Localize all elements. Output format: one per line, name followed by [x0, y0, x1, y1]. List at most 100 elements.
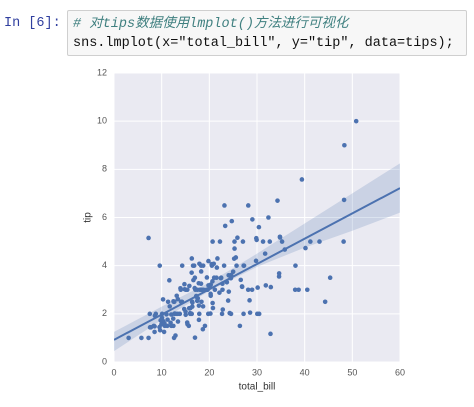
point — [222, 203, 227, 208]
point — [220, 307, 226, 312]
x-tick-label: 20 — [204, 367, 214, 377]
point — [157, 263, 163, 268]
point — [185, 287, 190, 293]
point — [304, 287, 310, 293]
point — [245, 203, 251, 208]
y-tick-label: 8 — [102, 164, 107, 174]
point — [232, 239, 237, 244]
point — [189, 256, 195, 261]
x-tick-label: 0 — [111, 367, 116, 377]
point — [146, 235, 151, 241]
point — [267, 239, 273, 244]
point — [195, 287, 200, 293]
point — [205, 311, 211, 317]
regression-line — [114, 187, 400, 341]
point — [254, 311, 260, 317]
x-tick-label: 60 — [395, 367, 405, 377]
code-cell[interactable]: # 对tips数据使用lmplot()方法进行可视化 sns.lmplot(x="… — [67, 10, 467, 56]
point — [189, 299, 195, 305]
point — [168, 320, 173, 326]
point — [235, 235, 240, 241]
point — [210, 239, 215, 244]
code-line: sns.lmplot(x="total_bill", y="tip", data… — [73, 36, 454, 51]
point — [260, 239, 266, 244]
point — [296, 287, 301, 293]
point — [293, 263, 298, 268]
point — [200, 263, 206, 268]
point — [226, 289, 232, 294]
point — [247, 298, 252, 303]
point — [190, 304, 195, 309]
point — [167, 278, 172, 283]
point — [177, 311, 183, 317]
y-tick-label: 6 — [102, 212, 107, 222]
point — [227, 310, 232, 316]
point — [341, 239, 346, 244]
point — [172, 311, 178, 316]
x-tick-label: 30 — [252, 367, 262, 377]
point — [146, 335, 151, 341]
point — [196, 311, 202, 317]
point — [275, 198, 280, 203]
point — [160, 297, 166, 302]
point — [214, 275, 219, 281]
point — [200, 326, 206, 332]
point — [219, 311, 225, 317]
point — [342, 142, 347, 148]
point — [276, 271, 282, 276]
point — [221, 263, 227, 268]
point — [210, 305, 216, 311]
code-comment: # 对tips数据使用lmplot()方法进行可视化 — [73, 17, 349, 32]
point — [204, 275, 210, 280]
point — [255, 285, 260, 290]
x-tick-label: 10 — [157, 367, 167, 377]
point — [202, 323, 208, 329]
point — [170, 316, 176, 321]
point — [165, 299, 171, 305]
x-axis-label: total_bill — [239, 382, 276, 393]
point — [299, 177, 305, 182]
point — [172, 299, 177, 305]
point — [207, 283, 213, 289]
point — [167, 304, 173, 309]
x-tick-label: 40 — [300, 367, 310, 377]
point — [126, 335, 131, 341]
point — [268, 284, 274, 290]
point — [165, 317, 170, 322]
point — [303, 245, 308, 251]
point — [148, 325, 154, 330]
point — [308, 239, 313, 244]
point — [179, 263, 185, 268]
point — [217, 239, 223, 244]
point — [234, 263, 239, 268]
point — [200, 304, 206, 309]
point — [210, 300, 215, 306]
point — [147, 311, 153, 317]
x-tick-label: 50 — [347, 367, 357, 377]
point — [206, 258, 211, 264]
point — [171, 323, 176, 329]
point — [162, 320, 167, 326]
point — [253, 235, 259, 241]
point — [171, 335, 177, 341]
point — [152, 329, 157, 335]
point — [218, 275, 224, 281]
point — [212, 287, 218, 293]
point — [198, 281, 204, 287]
point — [322, 299, 328, 305]
point — [241, 263, 247, 268]
point — [249, 287, 255, 293]
point — [158, 318, 163, 323]
point — [209, 263, 215, 268]
point — [191, 277, 196, 283]
point — [238, 277, 244, 283]
point — [208, 291, 213, 297]
point — [220, 287, 225, 293]
point — [237, 323, 243, 329]
point — [241, 311, 246, 317]
point — [187, 311, 193, 317]
point — [196, 303, 202, 308]
point — [186, 323, 192, 329]
point — [199, 299, 204, 305]
